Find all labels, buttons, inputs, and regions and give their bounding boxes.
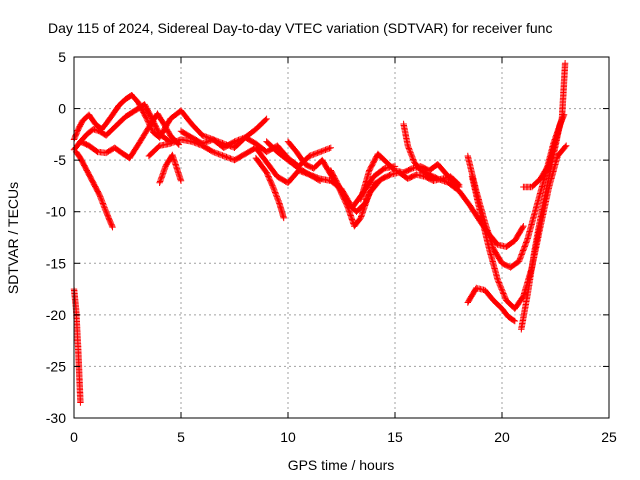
y-tick-label: -15 (46, 255, 66, 271)
y-tick-label: -20 (46, 307, 66, 323)
x-tick-label: 20 (494, 429, 510, 445)
series-trace-18 (518, 111, 568, 333)
series-trace-19 (520, 59, 569, 191)
plot-frame (73, 56, 610, 419)
series-trace-6 (156, 151, 185, 186)
data-points (357, 150, 463, 203)
y-tick-label: 5 (58, 49, 66, 65)
data-marks (70, 59, 570, 406)
x-tick-label: 0 (70, 429, 78, 445)
y-axis-label: SDTVAR / TECUs (5, 182, 21, 294)
series-trace-20 (70, 285, 84, 406)
data-points (252, 154, 287, 222)
data-points (468, 142, 570, 312)
data-points (70, 285, 84, 406)
x-axis: 0 5 10 15 20 25 (70, 57, 617, 445)
data-points (156, 151, 185, 186)
y-tick-label: 0 (58, 101, 66, 117)
chart-title: Day 115 of 2024, Sidereal Day-to-day VTE… (48, 20, 552, 36)
x-tick-label: 25 (601, 429, 617, 445)
series-trace-16 (468, 142, 570, 312)
series-trace-13 (357, 150, 463, 203)
y-tick-label: -5 (54, 152, 67, 168)
y-tick-label: -30 (46, 410, 66, 426)
series-trace-5 (77, 110, 183, 162)
data-points (400, 120, 527, 250)
x-axis-label: GPS time / hours (288, 457, 395, 473)
data-points (77, 110, 183, 162)
data-points (518, 111, 568, 333)
data-points (464, 284, 519, 325)
y-axis: -30 -25 -20 -15 -10 -5 0 5 (46, 49, 609, 426)
x-tick-label: 10 (280, 429, 296, 445)
y-tick-label: -10 (46, 204, 66, 220)
series-trace-17 (464, 284, 519, 325)
data-points (520, 59, 569, 191)
series-trace-4 (72, 148, 116, 231)
x-tick-label: 15 (387, 429, 403, 445)
series-trace-14 (400, 120, 527, 250)
data-points (72, 148, 116, 231)
y-tick-label: -25 (46, 358, 66, 374)
series-trace-9 (252, 154, 287, 222)
x-tick-label: 5 (177, 429, 185, 445)
